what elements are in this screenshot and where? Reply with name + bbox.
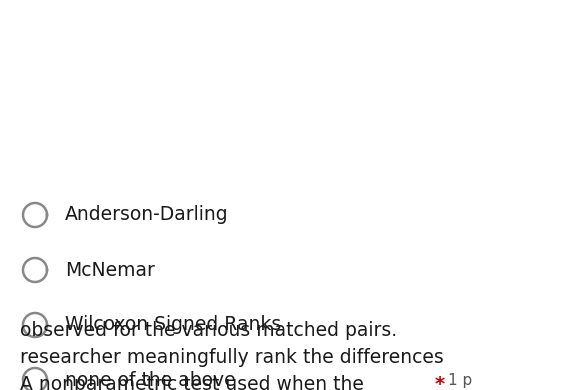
Text: observed for the various matched pairs.: observed for the various matched pairs. [20, 321, 397, 340]
Text: 1 p: 1 p [448, 373, 472, 388]
Text: researcher meaningfully rank the differences: researcher meaningfully rank the differe… [20, 348, 444, 367]
Text: *: * [435, 375, 445, 390]
Text: none of the above: none of the above [65, 370, 236, 390]
Text: Wilcoxon Signed Ranks: Wilcoxon Signed Ranks [65, 316, 281, 335]
Text: McNemar: McNemar [65, 261, 155, 280]
Text: A nonparametric test used when the: A nonparametric test used when the [20, 375, 364, 390]
Text: Anderson-Darling: Anderson-Darling [65, 206, 229, 225]
